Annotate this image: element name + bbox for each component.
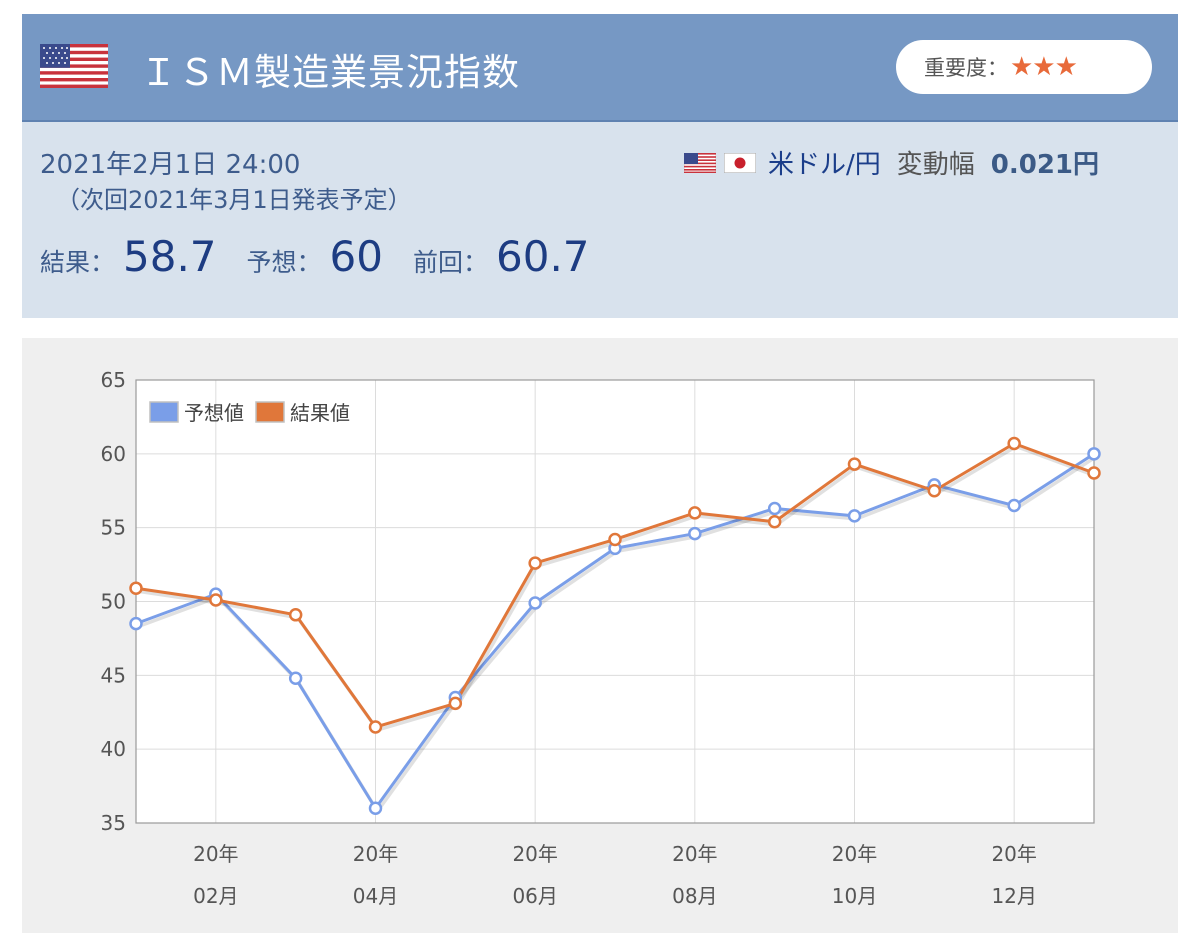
previous-label: 前回：	[413, 248, 489, 277]
release-stats: 結果： 58.7 予想： 60 前回： 60.7	[40, 232, 620, 281]
data-point-forecast	[368, 801, 383, 815]
legend-swatch-result	[255, 401, 285, 423]
data-point-result	[448, 696, 463, 711]
data-point-forecast	[1087, 447, 1101, 461]
forecast-value: 60	[329, 232, 383, 281]
data-point-result	[927, 484, 942, 498]
x-tick-label-year: 20年	[193, 842, 238, 866]
data-point-result	[767, 515, 782, 529]
change-label: 変動幅	[896, 150, 975, 180]
forecast-label: 予想：	[246, 248, 322, 277]
x-tick-label-month: 10月	[832, 884, 877, 908]
x-tick-label-month: 12月	[991, 884, 1036, 908]
data-point-result	[608, 532, 622, 547]
data-point-forecast	[767, 501, 782, 516]
us-flag-small-icon	[684, 152, 716, 173]
next-release-note: （次回2021年3月1日発表予定）	[56, 186, 412, 214]
result-label: 結果：	[40, 248, 116, 277]
x-tick-label-year: 20年	[512, 842, 557, 866]
importance-label: 重要度：	[924, 56, 1008, 80]
data-point-result	[129, 581, 143, 595]
y-tick-label: 35	[101, 811, 126, 835]
y-tick-label: 50	[101, 590, 126, 614]
data-point-forecast	[528, 596, 542, 610]
data-point-result	[1087, 466, 1101, 480]
release-info-panel: 2021年2月1日 24:00 （次回2021年3月1日発表予定） 米ドル/円 …	[22, 122, 1178, 318]
plot-border	[135, 379, 1095, 824]
x-tick-label-year: 20年	[353, 842, 398, 866]
y-tick-label: 55	[101, 516, 126, 540]
y-tick-label: 45	[101, 663, 126, 687]
data-point-forecast	[688, 526, 702, 541]
x-tick-label-year: 20年	[832, 842, 877, 866]
x-tick-label-month: 02月	[193, 884, 238, 908]
x-tick-label-year: 20年	[991, 842, 1036, 866]
jp-flag-small-icon	[724, 152, 756, 173]
y-tick-label: 60	[101, 442, 126, 466]
legend-label: 予想値	[184, 401, 244, 425]
us-flag-icon	[40, 44, 108, 88]
indicator-header: ＩＳＭ製造業景況指数 重要度： ★★★	[22, 14, 1178, 122]
result-value: 58.7	[123, 232, 217, 281]
data-point-forecast	[847, 509, 862, 523]
x-tick-label-year: 20年	[672, 842, 717, 866]
data-point-result	[528, 556, 542, 570]
change-value: 0.021円	[990, 150, 1100, 180]
data-point-result	[1007, 436, 1021, 451]
line-chart: 35 40 45 50 55 60 65 20年 02月 20年 04月 20年 06月 20年 08月 20…	[101, 368, 1101, 908]
data-point-result	[288, 608, 303, 622]
data-point-forecast	[288, 671, 303, 686]
chart-panel: 35 40 45 50 55 60 65 20年 02月 20年 04月 20年 06月 20年 08月 20…	[22, 338, 1178, 933]
y-tick-label: 40	[101, 737, 126, 761]
previous-value: 60.7	[496, 232, 590, 281]
legend-swatch-forecast	[149, 401, 179, 423]
importance-badge: 重要度： ★★★	[896, 40, 1152, 94]
data-point-result	[368, 720, 383, 734]
importance-stars-icon: ★★★	[1010, 52, 1078, 82]
currency-pair-link[interactable]: 米ドル/円	[768, 150, 881, 180]
data-point-result	[847, 457, 862, 471]
x-tick-label-month: 08月	[672, 884, 717, 908]
release-datetime: 2021年2月1日 24:00	[40, 150, 301, 180]
legend-label: 結果値	[290, 401, 350, 425]
y-tick-label: 65	[101, 368, 126, 392]
data-point-forecast	[1007, 498, 1021, 513]
indicator-title: ＩＳＭ製造業景況指数	[140, 51, 520, 94]
data-point-result	[688, 506, 702, 520]
currency-pair-info: 米ドル/円 変動幅 0.021円	[684, 144, 1099, 181]
x-tick-label-month: 04月	[353, 884, 398, 908]
data-point-result	[209, 593, 223, 607]
data-point-forecast	[129, 616, 143, 631]
x-tick-label-month: 06月	[512, 884, 557, 908]
